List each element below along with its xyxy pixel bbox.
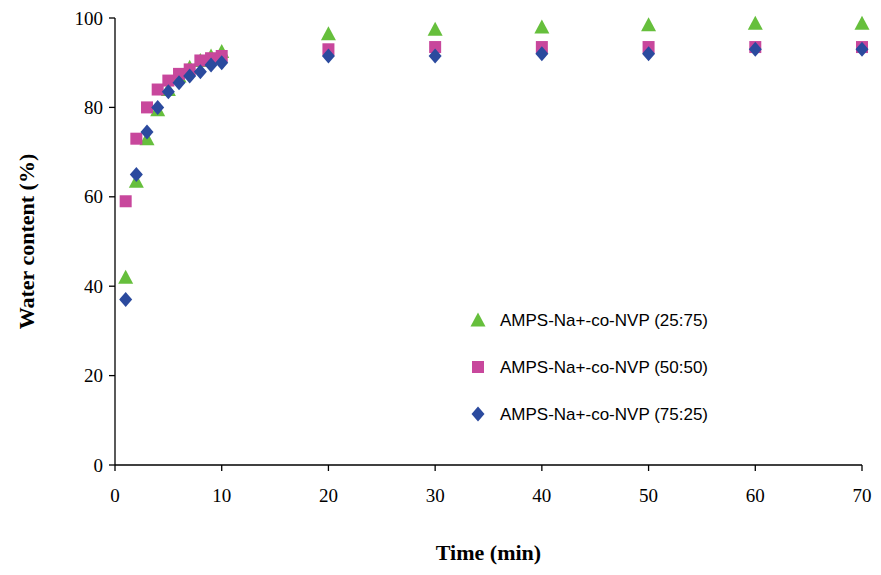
data-point bbox=[130, 167, 143, 182]
data-point bbox=[152, 84, 164, 96]
series bbox=[120, 41, 868, 207]
x-tick-label: 10 bbox=[212, 485, 231, 506]
x-tick-label: 70 bbox=[853, 485, 872, 506]
y-tick-label: 100 bbox=[75, 8, 104, 29]
data-point bbox=[641, 17, 656, 31]
legend-label: AMPS-Na+-co-NVP (25:75) bbox=[500, 311, 708, 330]
data-point bbox=[118, 270, 133, 284]
data-point bbox=[749, 42, 762, 57]
data-point bbox=[151, 100, 164, 115]
data-point bbox=[535, 46, 548, 61]
x-tick-label: 30 bbox=[426, 485, 445, 506]
x-tick bbox=[114, 465, 115, 471]
x-tick-label: 20 bbox=[319, 485, 338, 506]
data-point bbox=[130, 133, 142, 145]
data-point bbox=[162, 84, 175, 99]
x-tick bbox=[861, 465, 862, 471]
y-tick-label: 20 bbox=[84, 365, 103, 386]
y-tick-label: 0 bbox=[94, 455, 104, 476]
data-point bbox=[321, 26, 336, 40]
chart: 0 10 20 30 40 50 60 70 0 20 40 60 80 100 Time (min) Wat… bbox=[0, 0, 881, 575]
y-axis bbox=[114, 18, 115, 465]
x-tick-label: 60 bbox=[746, 485, 765, 506]
series bbox=[118, 16, 869, 284]
x-axis bbox=[115, 464, 862, 465]
legend: AMPS-Na+-co-NVP (25:75) AMPS-Na+-co-NVP (… bbox=[471, 311, 709, 424]
legend-label: AMPS-Na+-co-NVP (75:25) bbox=[500, 405, 708, 424]
data-point bbox=[215, 55, 228, 70]
data-point bbox=[173, 75, 186, 90]
y-tick-label: 60 bbox=[84, 186, 103, 207]
plot-area bbox=[118, 16, 869, 307]
data-point bbox=[141, 124, 154, 139]
x-tick bbox=[434, 465, 435, 471]
y-tick bbox=[109, 375, 115, 376]
y-tick bbox=[109, 17, 115, 18]
x-tick bbox=[648, 465, 649, 471]
y-tick bbox=[109, 196, 115, 197]
x-tick bbox=[221, 465, 222, 471]
legend-marker bbox=[472, 407, 485, 422]
data-point bbox=[855, 16, 870, 30]
x-tick-label: 0 bbox=[110, 485, 120, 506]
y-tick-label: 40 bbox=[84, 276, 103, 297]
data-point bbox=[119, 292, 132, 307]
series bbox=[119, 42, 868, 307]
y-tick bbox=[109, 464, 115, 465]
y-tick bbox=[109, 286, 115, 287]
data-point bbox=[183, 69, 196, 84]
x-tick bbox=[328, 465, 329, 471]
x-tick-label: 40 bbox=[532, 485, 551, 506]
data-point bbox=[534, 19, 549, 33]
y-tick-label: 80 bbox=[84, 97, 103, 118]
x-tick bbox=[541, 465, 542, 471]
data-point bbox=[194, 64, 207, 79]
y-axis-title: Water content (%) bbox=[14, 154, 39, 330]
data-point bbox=[748, 16, 763, 30]
legend-marker bbox=[471, 313, 486, 327]
x-tick-label: 50 bbox=[639, 485, 658, 506]
x-axis-title: Time (min) bbox=[436, 540, 541, 565]
data-point bbox=[429, 48, 442, 63]
data-point bbox=[322, 48, 335, 63]
data-point bbox=[856, 42, 869, 57]
y-tick bbox=[109, 107, 115, 108]
data-point bbox=[428, 22, 443, 36]
legend-label: AMPS-Na+-co-NVP (50:50) bbox=[500, 358, 708, 377]
data-point bbox=[205, 57, 218, 72]
data-point bbox=[642, 46, 655, 61]
legend-marker bbox=[472, 361, 484, 373]
data-point bbox=[120, 195, 132, 207]
x-tick bbox=[755, 465, 756, 471]
